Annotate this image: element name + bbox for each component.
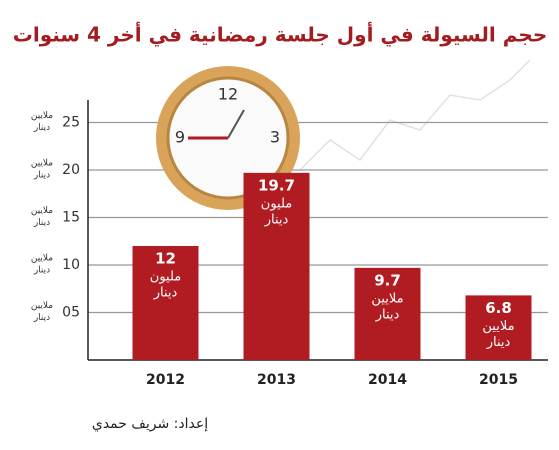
value-label: 9.7	[374, 271, 401, 289]
y-tick-unit: دينار	[33, 123, 50, 133]
y-tick-unit: دينار	[33, 171, 50, 181]
background-art	[299, 59, 531, 171]
value-unit: مليون	[150, 270, 181, 285]
chart-title: حجم السيولة في أول جلسة رمضانية في أخر 4…	[13, 21, 547, 48]
svg-text:3: 3	[270, 128, 280, 147]
credit: إعداد: شريف حمدي	[92, 416, 208, 432]
y-tick-unit: ملايين	[31, 254, 53, 264]
value-unit: دينار	[153, 286, 178, 301]
value-unit: مليون	[261, 196, 292, 211]
y-tick-label: 10	[62, 257, 80, 273]
y-tick-unit: ملايين	[31, 111, 53, 121]
x-tick-label: 2015	[479, 372, 518, 388]
value-label: 12	[155, 250, 176, 268]
y-tick-unit: ملايين	[31, 159, 53, 169]
x-tick-label: 2012	[146, 372, 185, 388]
value-label: 19.7	[258, 176, 295, 194]
y-tick-label: 15	[62, 210, 80, 226]
value-unit: ملايين	[482, 319, 514, 334]
value-unit: دينار	[486, 335, 511, 350]
bar	[243, 172, 310, 360]
y-tick-label: 20	[62, 162, 80, 178]
bar	[465, 295, 532, 360]
value-label: 6.8	[485, 299, 512, 317]
x-tick-label: 2013	[257, 372, 296, 388]
y-tick-unit: دينار	[33, 266, 50, 276]
value-unit: دينار	[375, 307, 400, 322]
value-unit: دينار	[264, 212, 289, 227]
bar	[132, 246, 199, 360]
svg-text:12: 12	[218, 85, 238, 104]
svg-text:9: 9	[175, 128, 185, 147]
y-tick-unit: ملايين	[31, 301, 53, 311]
y-tick-label: 05	[62, 305, 80, 321]
y-tick-unit: دينار	[33, 218, 50, 228]
bar	[354, 267, 421, 360]
x-tick-label: 2014	[368, 372, 407, 388]
y-tick-unit: دينار	[33, 313, 50, 323]
y-tick-label: 25	[62, 115, 80, 131]
y-tick-unit: ملايين	[31, 206, 53, 216]
value-unit: ملايين	[371, 291, 403, 306]
